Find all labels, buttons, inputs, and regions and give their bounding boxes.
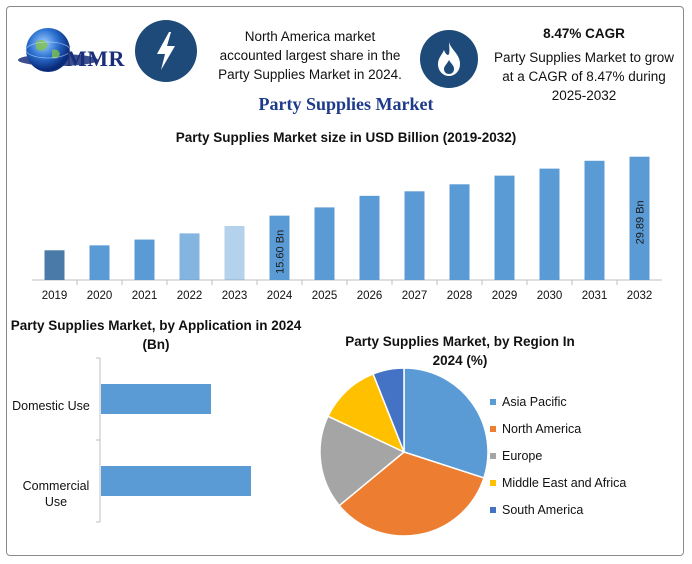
x-tick-label: 2027 [402,290,428,302]
x-tick-label: 2028 [447,290,473,302]
x-tick-label: 2029 [492,290,518,302]
x-tick-label: 2020 [87,290,113,302]
bar-2023 [224,225,245,280]
pie-slice-europe [319,415,406,507]
bar-domestic-use [101,384,211,414]
market-size-bar-chart: 2019 2020 2021 2022 2023 2024 15.60 Bn 2025 2026… [32,156,662,302]
legend-item: Middle East and Africa [490,469,626,496]
lightning-bolt-icon [135,20,197,82]
x-tick-label: 2025 [312,290,338,302]
legend-swatch [490,506,496,513]
legend-label: Europe [502,448,543,463]
region-chart-title: Party Supplies Market, by Region In 2024… [345,334,575,368]
pie-slice-north-america [338,451,485,537]
pie-legend: Asia Pacific North America Europe Middle… [490,388,626,523]
category-label-domestic: Domestic Use [12,399,90,413]
pie-slice-middle-east-and-africa [326,372,406,454]
x-tick-label: 2022 [177,290,203,302]
bar-2022 [179,233,200,280]
bar-2028 [449,184,470,280]
bar-chart-title: Party Supplies Market size in USD Billio… [175,130,517,145]
bar-2020 [89,245,110,280]
bar-2030 [539,168,560,280]
bar-2021 [134,239,155,280]
legend-swatch [490,452,496,459]
region-pie-chart [319,367,489,537]
x-tick-label: 2031 [582,290,608,302]
mmr-logo: MMR [14,20,134,80]
x-tick-label: 2019 [42,290,68,302]
legend-item: North America [490,415,626,442]
legend-swatch [490,398,496,405]
cagr-text: Party Supplies Market to grow at a CAGR … [493,50,675,103]
data-label: 15.60 Bn [275,230,287,274]
x-tick-label: 2024 [267,290,293,302]
page-title: Party Supplies Market [258,94,434,114]
legend-item: Europe [490,442,626,469]
legend-swatch [490,425,496,432]
data-label: 29.89 Bn [635,200,647,244]
globe-icon [18,28,98,72]
flame-icon [420,30,478,88]
x-tick-label: 2032 [627,290,653,302]
legend-label: North America [502,421,582,436]
x-tick-label: 2021 [132,290,158,302]
legend-label: Middle East and Africa [502,475,627,490]
bar-2024 [269,215,290,280]
cagr-title: 8.47% CAGR [543,26,625,41]
bar-commercial-use [101,466,251,496]
bar-2029 [494,175,515,280]
bar-2019 [44,250,65,280]
bar-2025 [314,207,335,280]
infographic-frame [6,6,684,556]
category-label-commercial: Commercial Use [22,479,90,509]
bar-2031 [584,160,605,280]
x-tick-label: 2030 [537,290,563,302]
bar-2027 [404,191,425,280]
legend-label: South America [502,502,584,517]
legend-swatch [490,479,496,486]
legend-label: Asia Pacific [502,394,567,409]
x-tick-label: 2023 [222,290,248,302]
logo-text: MMR [66,46,125,71]
legend-item: Asia Pacific [490,388,626,415]
legend-item: South America [490,496,626,523]
application-bar-chart [96,357,251,523]
bar-2026 [359,195,380,280]
pie-slice-asia-pacific [403,367,489,479]
x-tick-label: 2026 [357,290,383,302]
info-north-america: North America market accounted largest s… [218,29,402,82]
bar-2032 [629,156,650,280]
pie-slice-south-america [372,367,405,453]
application-chart-title: Party Supplies Market, by Application in… [10,318,302,352]
